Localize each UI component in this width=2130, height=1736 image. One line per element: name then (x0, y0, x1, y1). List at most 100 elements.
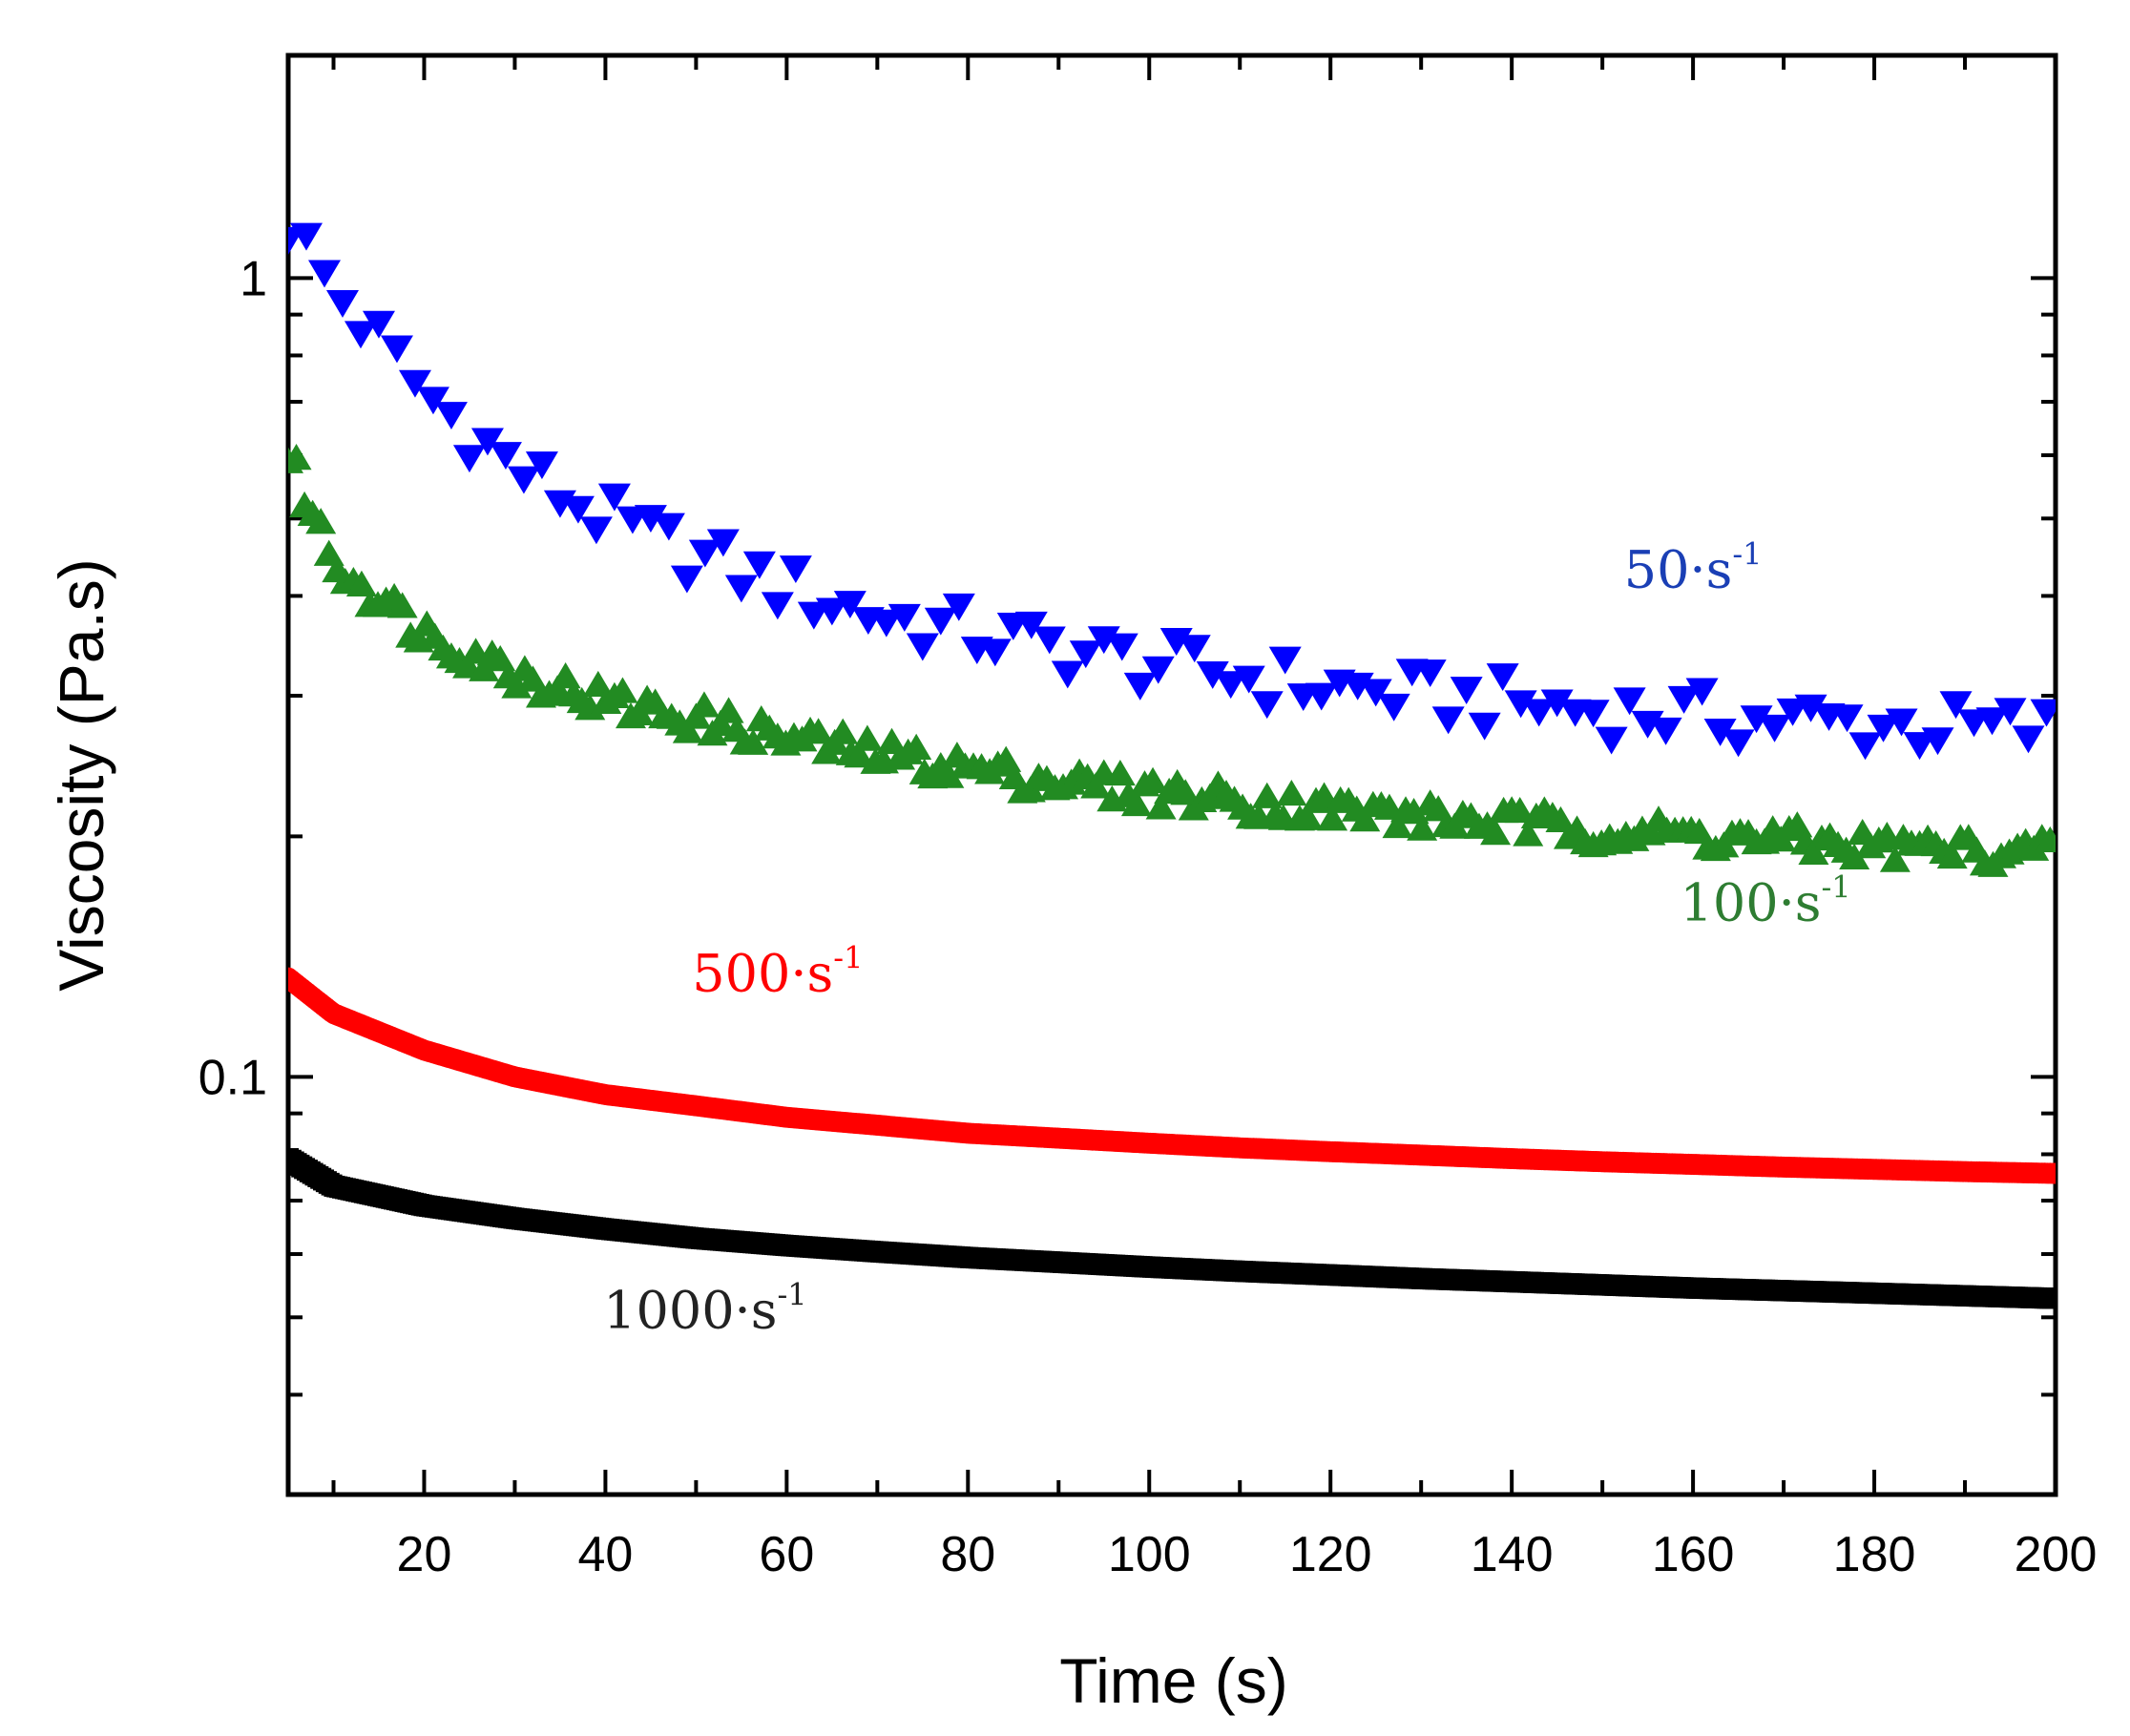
x-tick-label: 60 (759, 1527, 814, 1582)
data-point (906, 633, 939, 661)
x-tick-label: 20 (397, 1527, 452, 1582)
data-point (1431, 706, 1465, 735)
data-point (1776, 698, 1809, 726)
data-point (1513, 820, 1544, 847)
data-point (1885, 708, 1918, 737)
data-point (597, 483, 631, 512)
series-circle (288, 967, 2056, 1184)
data-point (1214, 671, 1247, 700)
data-point (386, 592, 418, 618)
x-tick-label: 120 (1289, 1527, 1372, 1582)
data-point (844, 742, 875, 768)
data-point (706, 529, 740, 557)
data-point (607, 677, 638, 703)
data-point (1794, 694, 1827, 722)
data-point (2045, 1287, 2056, 1309)
data-point (344, 321, 377, 349)
data-point (325, 289, 359, 318)
series-square (288, 1148, 2056, 1309)
data-point (1879, 846, 1911, 872)
data-point (1359, 679, 1392, 707)
data-point (1087, 626, 1120, 655)
data-point (1382, 811, 1413, 839)
data-point (1936, 842, 1968, 869)
data-point (288, 226, 304, 255)
data-point (761, 592, 794, 620)
data-point (1407, 814, 1438, 841)
data-point (1232, 665, 1265, 694)
data-point (978, 638, 1012, 667)
x-tick-label: 160 (1652, 1527, 1735, 1582)
data-point (851, 724, 883, 751)
data-point (1975, 707, 2009, 736)
data-point (1486, 663, 1519, 692)
x-tick-label: 200 (2015, 1527, 2098, 1582)
x-tick-label: 100 (1108, 1527, 1191, 1582)
data-point (623, 699, 655, 725)
data-point (634, 505, 667, 533)
x-tick-label: 80 (940, 1527, 995, 1582)
series-triangle-up (288, 444, 2056, 877)
data-point (742, 551, 776, 579)
data-point (1994, 698, 2027, 726)
y-axis-title: Viscosity (Pa.s) (46, 558, 116, 992)
x-tick-label: 180 (1833, 1527, 1916, 1582)
data-point (688, 539, 721, 568)
data-point (2012, 725, 2045, 754)
data-point (933, 762, 965, 788)
data-point (1014, 611, 1048, 639)
data-point (1123, 672, 1157, 701)
data-point (1196, 660, 1229, 689)
data-point (1613, 687, 1646, 716)
data-point (489, 442, 522, 470)
data-point (1349, 805, 1381, 832)
data-point (924, 607, 957, 636)
data-point (1468, 712, 1501, 741)
data-point (1276, 779, 1307, 806)
data-point (1540, 689, 1574, 718)
data-point (803, 718, 834, 744)
data-point (901, 733, 932, 761)
data-point (1105, 633, 1138, 661)
data-point (1080, 772, 1112, 799)
data-point (1758, 714, 1791, 743)
data-point (1250, 691, 1284, 720)
data-point (833, 591, 867, 619)
data-point (469, 655, 500, 681)
data-point (1649, 717, 1682, 745)
data-point (1120, 789, 1152, 817)
x-tick-label: 40 (577, 1527, 633, 1582)
data-point (1798, 838, 1829, 865)
data-point (797, 601, 830, 630)
data-point (288, 444, 312, 471)
data-point (1480, 819, 1512, 846)
series-label: 50·s-1 (1624, 535, 1763, 599)
data-point (1014, 776, 1046, 803)
data-point (869, 609, 903, 638)
data-point (501, 672, 532, 699)
data-point (470, 428, 504, 456)
data-point (452, 445, 486, 473)
data-point (1268, 646, 1302, 675)
data-point (1667, 685, 1701, 714)
data-point (1159, 628, 1193, 656)
data-point (1848, 732, 1882, 761)
data-point (1051, 660, 1084, 689)
data-point (561, 495, 595, 524)
data-point (550, 662, 581, 689)
data-point (362, 310, 395, 339)
x-axis-title: Time (s) (1059, 1645, 1288, 1716)
data-point (1377, 693, 1410, 722)
y-tick-label: 1 (240, 251, 267, 306)
data-point (1722, 729, 1755, 758)
series-label: 1000·s-1 (603, 1276, 806, 1340)
data-point (398, 369, 431, 398)
data-point (2045, 1162, 2056, 1184)
data-point (713, 697, 744, 723)
data-point (307, 260, 341, 288)
data-point (672, 717, 703, 743)
data-point (724, 575, 758, 603)
data-point (1178, 635, 1211, 663)
data-point (1504, 690, 1537, 719)
